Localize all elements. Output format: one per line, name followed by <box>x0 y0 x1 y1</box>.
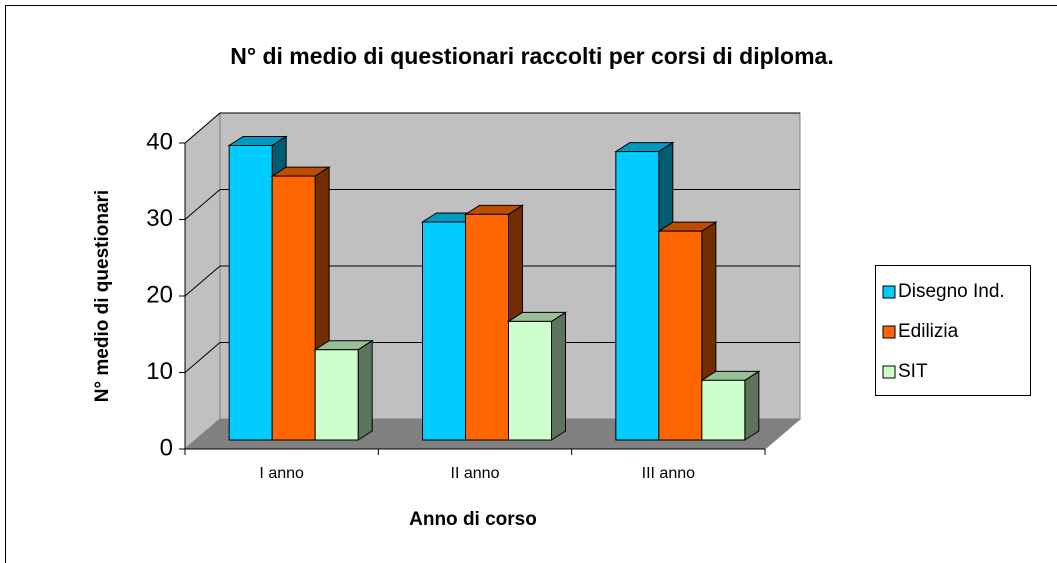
x-axis-label: Anno di corso <box>409 509 537 530</box>
bar <box>615 151 660 441</box>
legend-swatch <box>882 325 896 339</box>
bar <box>508 320 552 441</box>
bar <box>422 221 466 441</box>
grid-line <box>184 189 800 220</box>
grid-line <box>184 112 800 144</box>
x-tick-label: I anno <box>259 465 304 482</box>
grid-line <box>184 265 800 297</box>
x-tick-label: II anno <box>451 465 500 482</box>
grid-line <box>184 342 800 373</box>
legend-label: Edilizia <box>898 321 959 342</box>
bar-side <box>744 370 760 441</box>
plot-area: 0 10 20 30 40 I anno II anno III anno <box>146 111 802 482</box>
bar <box>314 349 359 441</box>
bar <box>701 379 746 441</box>
y-axis-label: N° medio di questionari <box>92 190 113 402</box>
chart-title: N° di medio di questionari raccolti per … <box>230 43 833 69</box>
bar <box>271 175 316 441</box>
y-tick-label: 10 <box>146 358 173 385</box>
y-tick-label: 30 <box>146 205 173 232</box>
legend-swatch <box>882 365 896 379</box>
bar <box>228 144 273 441</box>
y-tick-label: 40 <box>146 128 173 155</box>
bar-side <box>357 339 373 441</box>
legend-label: SIT <box>898 361 928 382</box>
y-tick-label: 20 <box>146 281 173 308</box>
legend-swatch <box>882 285 896 299</box>
x-tick-label: III anno <box>642 465 695 482</box>
y-tick-label: 0 <box>160 434 173 461</box>
legend-label: Disegno Ind. <box>898 281 1005 302</box>
legend <box>875 265 1031 396</box>
bar <box>658 230 703 441</box>
bar <box>465 213 509 441</box>
bar-side <box>551 311 566 441</box>
